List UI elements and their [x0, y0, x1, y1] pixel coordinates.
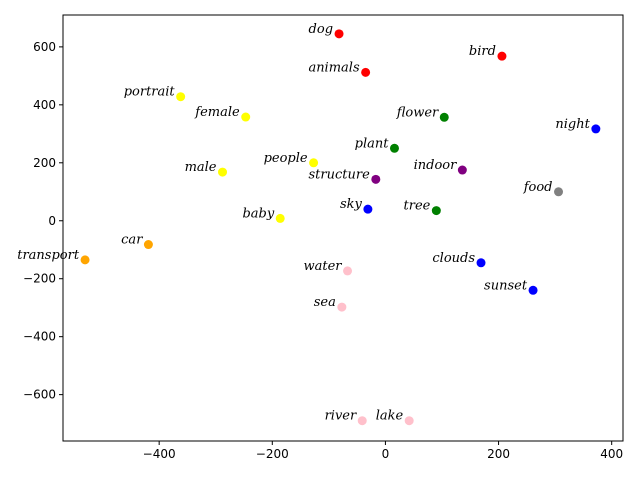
- data-point-plant: [389, 143, 399, 153]
- y-tick-label: −600: [23, 388, 56, 402]
- data-point-tree: [431, 206, 441, 216]
- data-point-female: [241, 112, 251, 122]
- y-tick-label: 0: [48, 214, 56, 228]
- x-tick-label: 200: [487, 447, 510, 461]
- point-label-lake: lake: [376, 409, 404, 424]
- point-label-sunset: sunset: [484, 278, 528, 293]
- point-label-male: male: [185, 160, 217, 175]
- point-label-clouds: clouds: [432, 251, 475, 266]
- x-tick-label: 400: [600, 447, 623, 461]
- point-label-sky: sky: [340, 197, 363, 212]
- data-point-transport: [80, 255, 90, 265]
- data-point-people: [309, 158, 319, 168]
- point-label-portrait: portrait: [124, 85, 176, 100]
- data-point-dog: [334, 29, 344, 39]
- point-label-dog: dog: [309, 22, 333, 37]
- point-label-car: car: [121, 233, 143, 248]
- data-point-male: [218, 167, 228, 177]
- y-tick-label: 200: [33, 156, 56, 170]
- x-axis-ticks: −400 −200 0 200 400: [143, 441, 623, 461]
- x-tick-label: −400: [143, 447, 176, 461]
- point-label-river: river: [325, 409, 357, 424]
- data-point-water: [343, 266, 353, 276]
- data-point-river: [357, 416, 367, 426]
- point-label-water: water: [304, 259, 343, 274]
- y-tick-label: 400: [33, 98, 56, 112]
- plot-area: [62, 14, 624, 442]
- data-point-portrait: [176, 92, 186, 102]
- data-point-food: [554, 187, 564, 197]
- x-tick-label: 0: [382, 447, 390, 461]
- y-axis-ticks: −600 −400 −200 0 200 400 600: [23, 40, 63, 402]
- data-point-flower: [439, 112, 449, 122]
- data-point-bird: [497, 51, 507, 61]
- point-label-animals: animals: [308, 60, 360, 75]
- data-point-baby: [275, 213, 285, 223]
- data-point-lake: [404, 416, 414, 426]
- point-label-night: night: [555, 117, 590, 132]
- data-point-structure: [371, 174, 381, 184]
- y-tick-label: 600: [33, 40, 56, 54]
- x-tick-label: −200: [256, 447, 289, 461]
- point-label-people: people: [264, 151, 308, 166]
- point-label-female: female: [194, 105, 240, 120]
- data-point-night: [591, 124, 601, 134]
- data-point-car: [143, 240, 153, 250]
- point-label-tree: tree: [404, 199, 431, 214]
- point-label-plant: plant: [355, 136, 390, 151]
- y-tick-label: −400: [23, 330, 56, 344]
- point-label-flower: flower: [396, 105, 439, 120]
- point-label-food: food: [523, 180, 553, 195]
- data-point-animals: [361, 67, 371, 77]
- y-tick-label: −200: [23, 272, 56, 286]
- point-label-indoor: indoor: [414, 158, 458, 173]
- point-label-sea: sea: [314, 295, 336, 310]
- plot-frame: [62, 14, 624, 442]
- point-label-bird: bird: [469, 44, 496, 59]
- data-point-clouds: [476, 258, 486, 268]
- data-point-indoor: [457, 165, 467, 175]
- point-label-structure: structure: [309, 167, 371, 182]
- data-point-sky: [363, 204, 373, 214]
- data-point-sea: [337, 302, 347, 312]
- point-label-baby: baby: [242, 206, 274, 221]
- point-label-transport: transport: [17, 248, 80, 263]
- data-point-sunset: [528, 285, 538, 295]
- points-layer: dog animals bird portrait female male people ba…: [17, 22, 601, 426]
